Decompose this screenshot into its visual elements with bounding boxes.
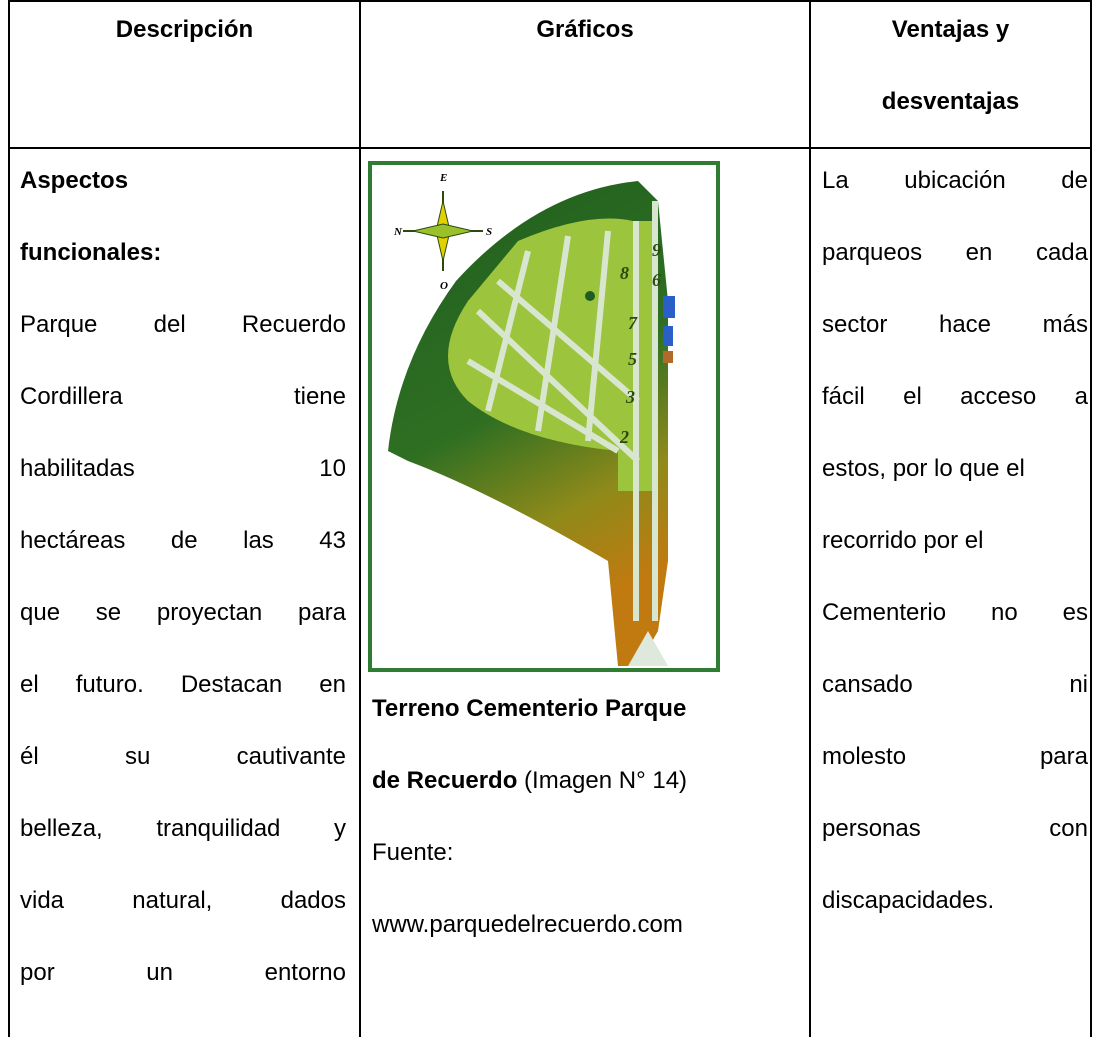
paragraph: recorrido por el bbox=[822, 517, 1088, 589]
paragraph: Parque del Recuerdo Cordillera tiene habil… bbox=[20, 301, 346, 1021]
text-line: por un entorno bbox=[20, 959, 346, 986]
text-line: Aspectos bbox=[20, 167, 129, 194]
compass-label: E bbox=[439, 172, 447, 184]
sector-label: 9 bbox=[652, 240, 661, 260]
source-label: Fuente: bbox=[372, 839, 454, 866]
table-border bbox=[809, 0, 811, 1037]
table-border bbox=[359, 0, 361, 1037]
header: Descripción bbox=[115, 16, 254, 43]
sector-label: 5 bbox=[628, 349, 637, 369]
table-border bbox=[8, 147, 1092, 149]
text-line: hectáreas de las 43 bbox=[20, 527, 346, 554]
text-line: parqueos en cada bbox=[822, 239, 1088, 266]
header: Ventajas y desventajas bbox=[811, 6, 1090, 150]
text-line: desventajas bbox=[881, 88, 1020, 115]
text-line: estos, por lo que el bbox=[822, 455, 1025, 482]
sector-label: 3 bbox=[625, 387, 635, 407]
text-line: molesto para bbox=[822, 743, 1088, 770]
compass-label: O bbox=[440, 280, 448, 292]
caption-line: de Recuerdo (Imagen N° 14) bbox=[372, 757, 808, 829]
table-border bbox=[8, 0, 10, 1037]
text-line: el futuro. Destacan en bbox=[20, 671, 346, 698]
paragraph: La ubicación de parqueos en cada sector ha… bbox=[822, 157, 1088, 517]
text-line: funcionales: bbox=[20, 239, 162, 266]
caption-text: (Imagen N° 14) bbox=[524, 767, 688, 794]
text-line: La ubicación de bbox=[822, 167, 1088, 194]
text-line: recorrido por el bbox=[822, 527, 984, 554]
caption: Terreno Cementerio Parque de Recuerdo (I… bbox=[372, 685, 808, 973]
text-line: que se proyectan para bbox=[20, 599, 346, 626]
text-line: cansado ni bbox=[822, 671, 1088, 698]
text-line: él su cautivante bbox=[20, 743, 346, 770]
text-line: personas con bbox=[822, 815, 1088, 842]
sector-label: 8 bbox=[620, 263, 629, 283]
compass-label: S bbox=[486, 226, 492, 238]
heading: Aspectos funcionales: bbox=[20, 157, 346, 301]
text-line: vida natural, dados bbox=[20, 887, 346, 914]
text-line: fácil el acceso a bbox=[822, 383, 1088, 410]
paragraph: Cementerio no es cansado ni molesto para pe… bbox=[822, 589, 1088, 949]
header: Gráficos bbox=[536, 16, 634, 43]
map-image: E N S O 9 8 6 7 5 3 2 bbox=[368, 161, 720, 672]
text-line: Ventajas y bbox=[891, 16, 1010, 43]
source-url: www.parquedelrecuerdo.com bbox=[372, 911, 683, 938]
text-line: habilitadas 10 bbox=[20, 455, 346, 482]
text-line: Parque del Recuerdo bbox=[20, 311, 346, 338]
sector-label: 6 bbox=[652, 270, 661, 290]
text-line: Cementerio no es bbox=[822, 599, 1088, 626]
sector-label: 2 bbox=[619, 427, 629, 447]
text-line: discapacidades. bbox=[822, 887, 995, 914]
caption-bold: de Recuerdo bbox=[372, 767, 518, 794]
text-line: Cordillera tiene bbox=[20, 383, 346, 410]
caption-line: Terreno Cementerio Parque bbox=[372, 695, 687, 722]
table-border bbox=[1090, 0, 1092, 1037]
table-border bbox=[8, 0, 1092, 2]
text-line: belleza, tranquilidad y bbox=[20, 815, 346, 842]
text-line: sector hace más bbox=[822, 311, 1088, 338]
sector-label: 7 bbox=[628, 313, 638, 333]
compass-label: N bbox=[393, 226, 403, 238]
